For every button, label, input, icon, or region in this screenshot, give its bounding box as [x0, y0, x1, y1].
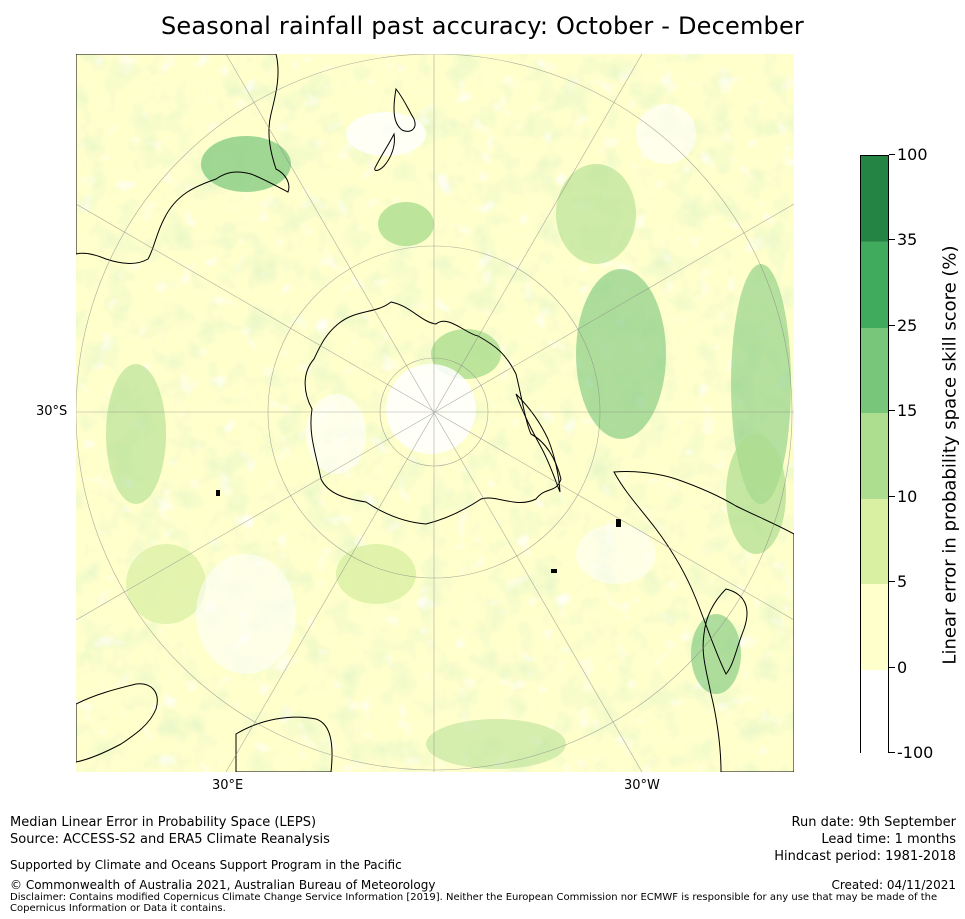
footer-hindcast: Hindcast period: 1981-2018	[774, 849, 956, 864]
footer-lead-time: Lead time: 1 months	[821, 832, 956, 847]
colorbar-tick	[889, 410, 895, 412]
colorbar-tick	[889, 495, 895, 497]
colorbar-segment	[861, 497, 888, 585]
colorbar-segment	[861, 156, 888, 242]
colorbar-tick	[889, 239, 895, 241]
colorbar-segment	[861, 241, 888, 328]
footer-leps: Median Linear Error in Probability Space…	[10, 815, 317, 830]
colorbar-segment	[861, 583, 888, 670]
no-skill-patches	[196, 104, 696, 674]
colorbar-tick-label: -100	[897, 743, 934, 762]
antarctica-coast	[304, 301, 562, 525]
colorbar-tick	[889, 666, 895, 668]
colorbar-tick	[889, 581, 895, 583]
footer-support: Supported by Climate and Oceans Support …	[10, 858, 402, 872]
colorbar-segment	[861, 412, 888, 499]
footer-run-date: Run date: 9th September	[791, 815, 956, 830]
colorbar-segment	[861, 326, 888, 414]
footer-copyright: © Commonwealth of Australia 2021, Austra…	[10, 878, 436, 892]
skill-patches	[106, 136, 791, 769]
new-zealand-coast	[374, 87, 416, 171]
islands	[216, 490, 621, 573]
lat-label-30s: 30°S	[36, 404, 68, 419]
colorbar-tick-label: 100	[897, 145, 928, 164]
colorbar-tick-label: 25	[897, 315, 918, 335]
colorbar-segment	[861, 668, 888, 755]
colorbar-title: Linear error in probability space skill …	[939, 245, 961, 665]
lon-label-30w: 30°W	[624, 778, 660, 793]
colorbar-tick-label: 10	[897, 486, 918, 506]
colorbar	[860, 155, 889, 755]
lon-label-30e: 30°E	[212, 778, 244, 793]
map-canvas	[76, 54, 794, 772]
footer-disclaimer: Disclaimer: Contains modified Copernicus…	[10, 892, 938, 914]
colorbar-tick-label: 15	[897, 401, 918, 421]
south-america-coast	[613, 471, 794, 772]
colorbar-tick	[889, 324, 895, 326]
antarctic-peninsula-coast	[515, 393, 561, 493]
footer-created: Created: 04/11/2021	[831, 878, 956, 892]
africa-coast	[76, 683, 333, 772]
colorbar-tick	[889, 752, 895, 753]
graticule-meridians	[76, 54, 794, 772]
colorbar-tick-label: 35	[897, 230, 918, 250]
colorbar-tick	[889, 154, 895, 155]
polar-map	[76, 54, 794, 772]
footer-source: Source: ACCESS-S2 and ERA5 Climate Reana…	[10, 832, 330, 847]
colorbar-tick-label: 5	[897, 572, 908, 592]
colorbar-tick-label: 0	[897, 657, 908, 677]
australia-coast	[76, 54, 290, 264]
chart-title: Seasonal rainfall past accuracy: October…	[160, 12, 805, 40]
